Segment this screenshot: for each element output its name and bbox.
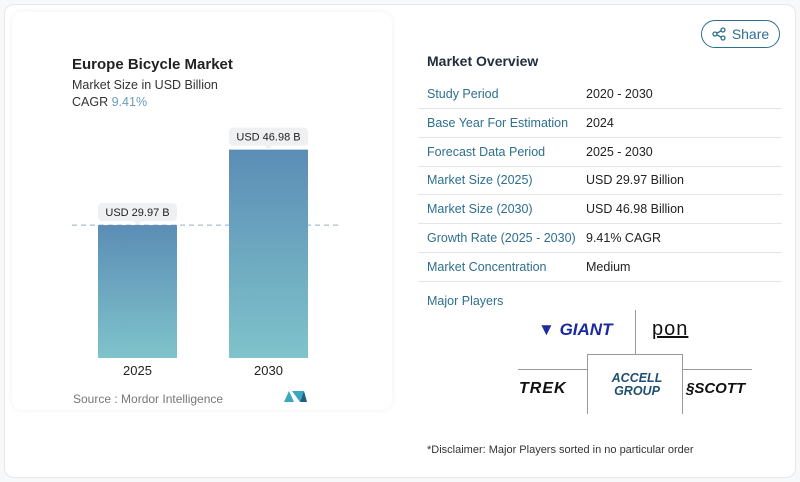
overview-row: Market Concentration Medium	[418, 253, 782, 282]
row-key: Forecast Data Period	[427, 144, 546, 159]
share-icon	[712, 27, 726, 41]
row-key: Market Size (2030)	[427, 202, 533, 217]
row-value: 2025 - 2030	[586, 144, 653, 159]
divider	[635, 310, 636, 354]
row-value: 2024	[586, 115, 614, 130]
row-key: Base Year For Estimation	[427, 115, 569, 130]
data-label: USD 29.97 B	[105, 207, 169, 219]
bar-chart: USD 29.97 B 2025 USD 46.98 B 2030	[72, 127, 338, 378]
row-value: USD 46.98 Billion	[586, 202, 684, 217]
x-tick-label: 2030	[254, 363, 283, 378]
row-key: Growth Rate (2025 - 2030)	[427, 231, 576, 245]
chart-title: Europe Bicycle Market	[72, 56, 233, 73]
overview-row: Base Year For Estimation 2024	[418, 109, 782, 138]
row-key: Study Period	[427, 87, 499, 101]
bar-2030	[229, 149, 308, 358]
overview-row: Growth Rate (2025 - 2030) 9.41% CAGR	[418, 224, 782, 253]
player-logo-trek: TREK	[519, 380, 567, 397]
cagr-value: 9.41%	[111, 95, 148, 109]
chart-subtitle: Market Size in USD Billion	[72, 78, 218, 92]
bar-2025	[98, 225, 177, 358]
major-players-title: Major Players	[427, 294, 504, 308]
player-logo-pon: PON	[652, 318, 689, 340]
chart-card	[12, 12, 392, 410]
divider	[518, 369, 588, 370]
data-label-pointer	[264, 145, 273, 150]
overview-title: Market Overview	[427, 53, 539, 69]
disclaimer: *Disclaimer: Major Players sorted in no …	[427, 444, 694, 456]
row-value: 9.41% CAGR	[586, 231, 662, 245]
data-label: USD 46.98 B	[236, 132, 300, 144]
player-logo-scott: §SCOTT	[686, 380, 746, 397]
featured-player-box	[587, 354, 683, 414]
overview-row: Study Period 2020 - 2030	[418, 80, 782, 109]
row-key: Market Size (2025)	[427, 173, 533, 188]
data-label-bg	[229, 127, 308, 146]
row-value: USD 29.97 Billion	[586, 173, 684, 188]
data-label-bg	[98, 203, 177, 222]
source-text: Source : Mordor Intelligence	[73, 392, 224, 406]
player-logo-accell: ACCELL GROUP	[611, 371, 663, 398]
cagr: CAGR 9.41%	[72, 95, 147, 109]
x-tick-label: 2025	[123, 363, 152, 378]
overview-row: Forecast Data Period 2025 - 2030	[418, 138, 782, 167]
cagr-label: CAGR	[72, 95, 109, 109]
row-value: Medium	[586, 259, 631, 274]
overview-row: Market Size (2025) USD 29.97 Billion	[418, 166, 782, 196]
share-label: Share	[731, 26, 770, 42]
data-label-pointer	[133, 221, 142, 226]
overview-row: Market Size (2030) USD 46.98 Billion	[418, 195, 782, 225]
divider	[682, 369, 752, 370]
player-logo-giant: ▼ GIANT	[538, 320, 613, 339]
share-button[interactable]: Share	[701, 20, 780, 48]
row-key: Market Concentration	[427, 259, 547, 274]
row-value: 2020 - 2030	[586, 87, 653, 101]
